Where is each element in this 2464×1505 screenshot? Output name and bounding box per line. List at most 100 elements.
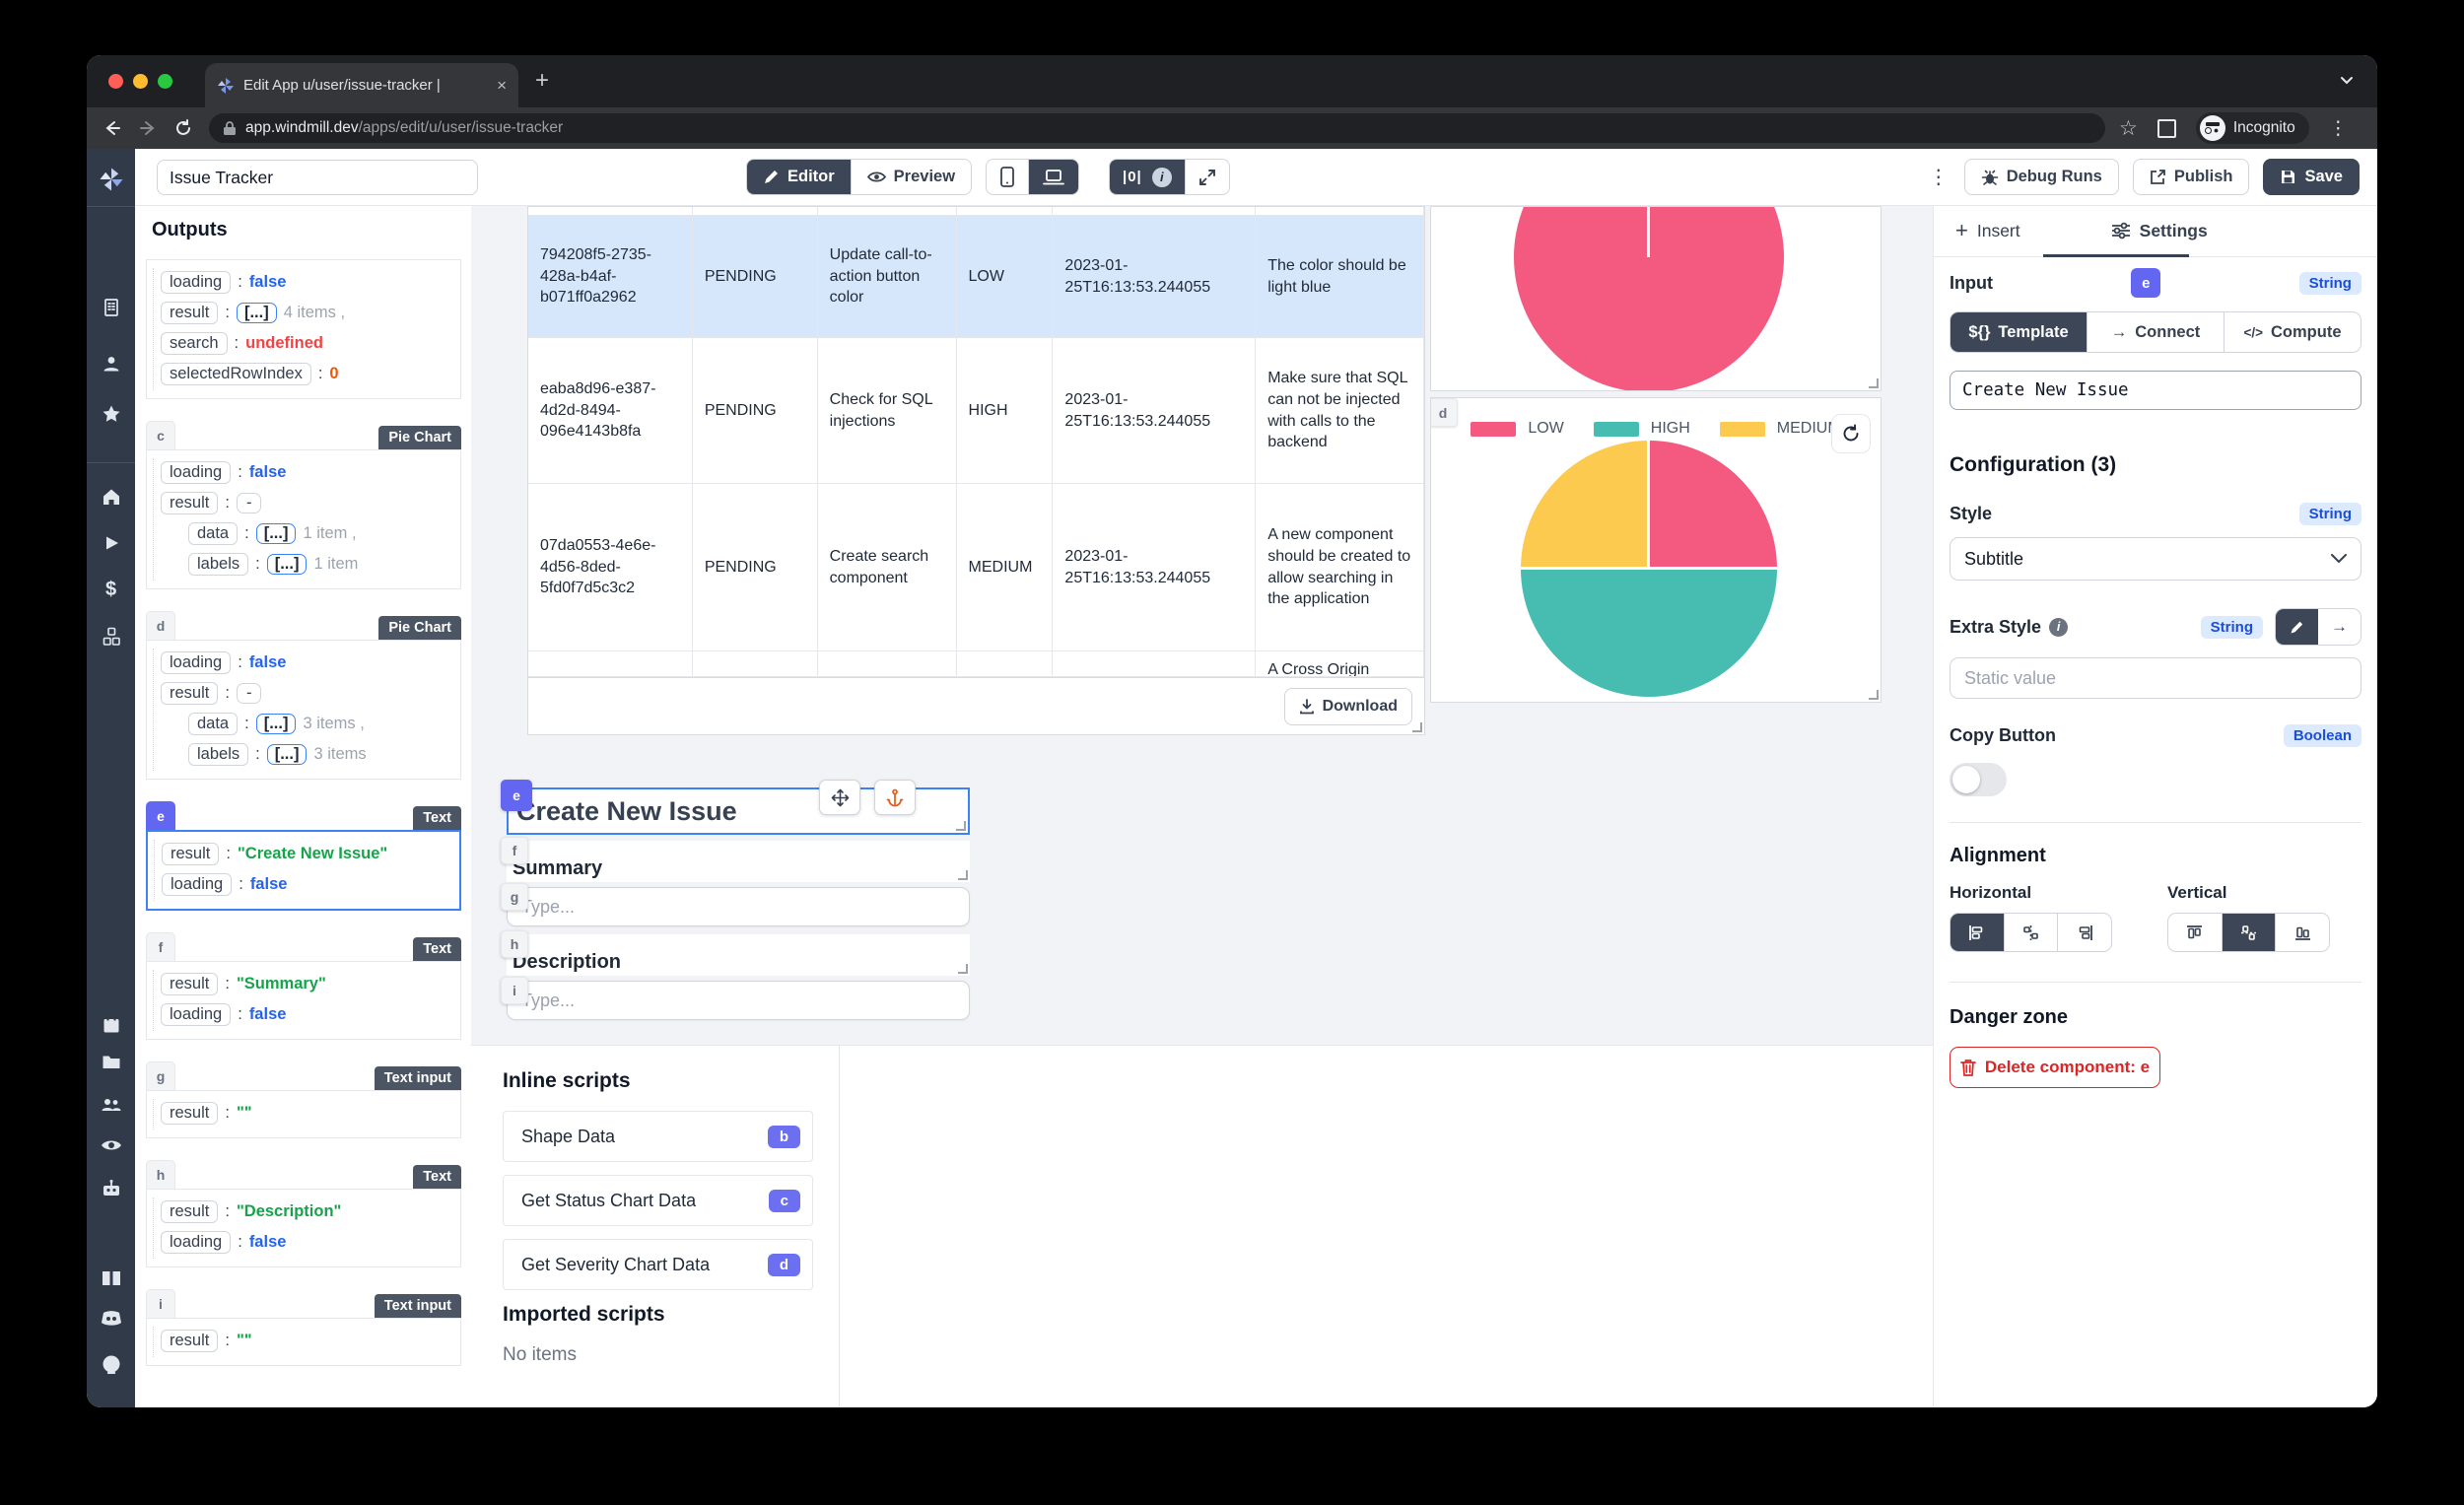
table-cell[interactable]: MEDIUM <box>957 484 1054 650</box>
window-zoom-dot[interactable] <box>158 74 172 89</box>
tab-search-chevron-icon[interactable] <box>2338 71 2356 89</box>
table-cell[interactable]: Create search component <box>818 484 957 650</box>
more-menu-icon[interactable]: ⋮ <box>1928 167 1949 188</box>
preview-tab[interactable]: Preview <box>850 160 971 194</box>
output-row[interactable]: loading: false <box>161 648 452 678</box>
fullscreen-button[interactable] <box>1184 160 1229 194</box>
extra-style-info-icon[interactable]: i <box>2049 617 2069 637</box>
table-cell[interactable] <box>693 651 818 676</box>
inline-script-item[interactable]: Shape Data b <box>503 1111 813 1162</box>
output-row[interactable]: result: "" <box>161 1326 452 1356</box>
table-cell[interactable]: HIGH <box>957 338 1054 483</box>
align-right-button[interactable] <box>2057 914 2111 951</box>
output-row[interactable]: loading: false <box>161 267 452 298</box>
apps-icon[interactable] <box>87 297 135 318</box>
output-row[interactable]: search: undefined <box>161 328 452 359</box>
mobile-view-button[interactable] <box>987 160 1028 194</box>
table-cell[interactable]: PENDING <box>693 338 818 483</box>
description-input[interactable] <box>507 981 970 1020</box>
legend-item[interactable]: MEDIUM <box>1719 420 1841 438</box>
output-row[interactable]: result: "Summary" <box>161 969 452 999</box>
delete-component-button[interactable]: Delete component: e <box>1950 1047 2160 1088</box>
output-key[interactable]: selectedRowIndex <box>161 363 311 385</box>
variables-dollar-icon[interactable]: $ <box>104 579 117 600</box>
table-cell[interactable] <box>1053 651 1257 676</box>
back-icon[interactable] <box>103 118 122 138</box>
output-key[interactable]: labels <box>188 743 249 766</box>
output-value[interactable]: [...] <box>255 714 297 734</box>
text-component-h[interactable]: Description <box>507 934 970 976</box>
table-cell[interactable] <box>957 651 1054 676</box>
app-canvas[interactable]: 794208f5-2735-428a-b4af-b071ff0a2962 PEND… <box>471 205 1933 1045</box>
output-row[interactable]: labels: [...] 3 items <box>161 739 452 770</box>
summary-input[interactable] <box>507 887 970 926</box>
template-mode-button[interactable]: ${} Template <box>1951 312 2087 352</box>
output-row[interactable]: result: [...] 4 items , <box>161 298 452 328</box>
table-cell[interactable]: LOW <box>957 216 1054 337</box>
table-cell[interactable]: Update call-to-action button color <box>818 216 957 337</box>
output-key[interactable]: result <box>161 1102 219 1125</box>
editor-tab[interactable]: Editor <box>747 160 851 194</box>
windmill-logo-icon[interactable] <box>87 167 135 192</box>
output-row[interactable]: result: - <box>161 678 452 709</box>
table-cell[interactable]: PENDING <box>693 484 818 650</box>
tab-close-icon[interactable]: × <box>497 75 507 95</box>
output-key[interactable]: data <box>188 522 239 545</box>
folders-icon[interactable] <box>87 1051 135 1072</box>
window-minimize-dot[interactable] <box>133 74 148 89</box>
app-name-input[interactable] <box>157 160 478 195</box>
output-key[interactable]: loading <box>161 1231 232 1254</box>
static-edit-button[interactable] <box>2276 609 2318 645</box>
align-bottom-button[interactable] <box>2275 914 2329 951</box>
browser-menu-icon[interactable]: ⋮ <box>2328 117 2348 139</box>
output-row[interactable]: data: [...] 3 items , <box>161 709 452 739</box>
output-key[interactable]: result <box>161 682 219 705</box>
output-key[interactable]: loading <box>161 461 232 484</box>
discord-icon[interactable] <box>87 1309 135 1329</box>
align-middle-button[interactable] <box>2221 914 2276 951</box>
schedules-icon[interactable] <box>87 1014 135 1036</box>
forward-icon[interactable] <box>138 118 158 138</box>
browser-tab[interactable]: Edit App u/user/issue-tracker | × <box>205 63 518 107</box>
home-icon[interactable] <box>87 486 135 508</box>
table-cell[interactable]: 2023-01-25T16:13:53.244055 <box>1053 338 1257 483</box>
anchor-button[interactable] <box>874 780 916 815</box>
table-cell[interactable]: The color should be light blue <box>1256 216 1424 337</box>
output-key[interactable]: result <box>161 973 219 995</box>
groups-icon[interactable] <box>87 1093 135 1115</box>
table-cell[interactable]: 2023-01-25T16:13:53.244055 <box>1053 216 1257 337</box>
copy-button-toggle[interactable] <box>1950 763 2007 796</box>
output-row[interactable]: loading: false <box>161 457 452 488</box>
output-key[interactable]: result <box>161 1200 219 1223</box>
output-row[interactable]: result: "Description" <box>161 1197 452 1227</box>
output-key[interactable]: search <box>161 332 228 355</box>
table-cell[interactable]: Check for SQL injections <box>818 338 957 483</box>
style-select[interactable]: Subtitle <box>1950 537 2361 581</box>
table-cell[interactable]: 2023-01-25T16:13:53.244055 <box>1053 484 1257 650</box>
output-row[interactable]: selectedRowIndex:0 <box>161 359 452 389</box>
component-letter-badge[interactable]: e <box>146 801 175 830</box>
output-key[interactable]: loading <box>161 651 232 674</box>
table-cell[interactable]: A new component should be created to all… <box>1256 484 1424 650</box>
connect-arrow-button[interactable]: → <box>2331 617 2348 636</box>
desktop-view-button[interactable] <box>1028 160 1078 194</box>
align-left-button[interactable] <box>1951 914 2004 951</box>
legend-item[interactable]: LOW <box>1471 420 1564 438</box>
component-letter-badge[interactable]: h <box>146 1160 175 1189</box>
output-key[interactable]: result <box>161 492 219 514</box>
docs-book-icon[interactable] <box>87 1267 135 1289</box>
table-row[interactable]: 794208f5-2735-428a-b4af-b071ff0a2962 PEND… <box>528 216 1424 338</box>
output-key[interactable]: result <box>162 843 220 865</box>
inline-script-item[interactable]: Get Status Chart Data c <box>503 1175 813 1226</box>
component-letter-badge[interactable]: f <box>146 932 175 961</box>
settings-tab[interactable]: Settings <box>2111 221 2208 241</box>
reload-icon[interactable] <box>173 118 193 138</box>
output-key[interactable]: loading <box>161 1003 232 1026</box>
component-letter-badge[interactable]: d <box>146 611 175 640</box>
component-letter-badge[interactable]: g <box>146 1061 175 1090</box>
table-row[interactable]: 07da0553-4e6e-4d56-8ded-5fd0f7d5c3c2 PEND… <box>528 484 1424 651</box>
output-key[interactable]: result <box>161 1330 219 1352</box>
output-key[interactable]: data <box>188 713 239 735</box>
output-key[interactable]: labels <box>188 553 249 576</box>
debug-runs-button[interactable]: Debug Runs <box>1963 159 2119 195</box>
